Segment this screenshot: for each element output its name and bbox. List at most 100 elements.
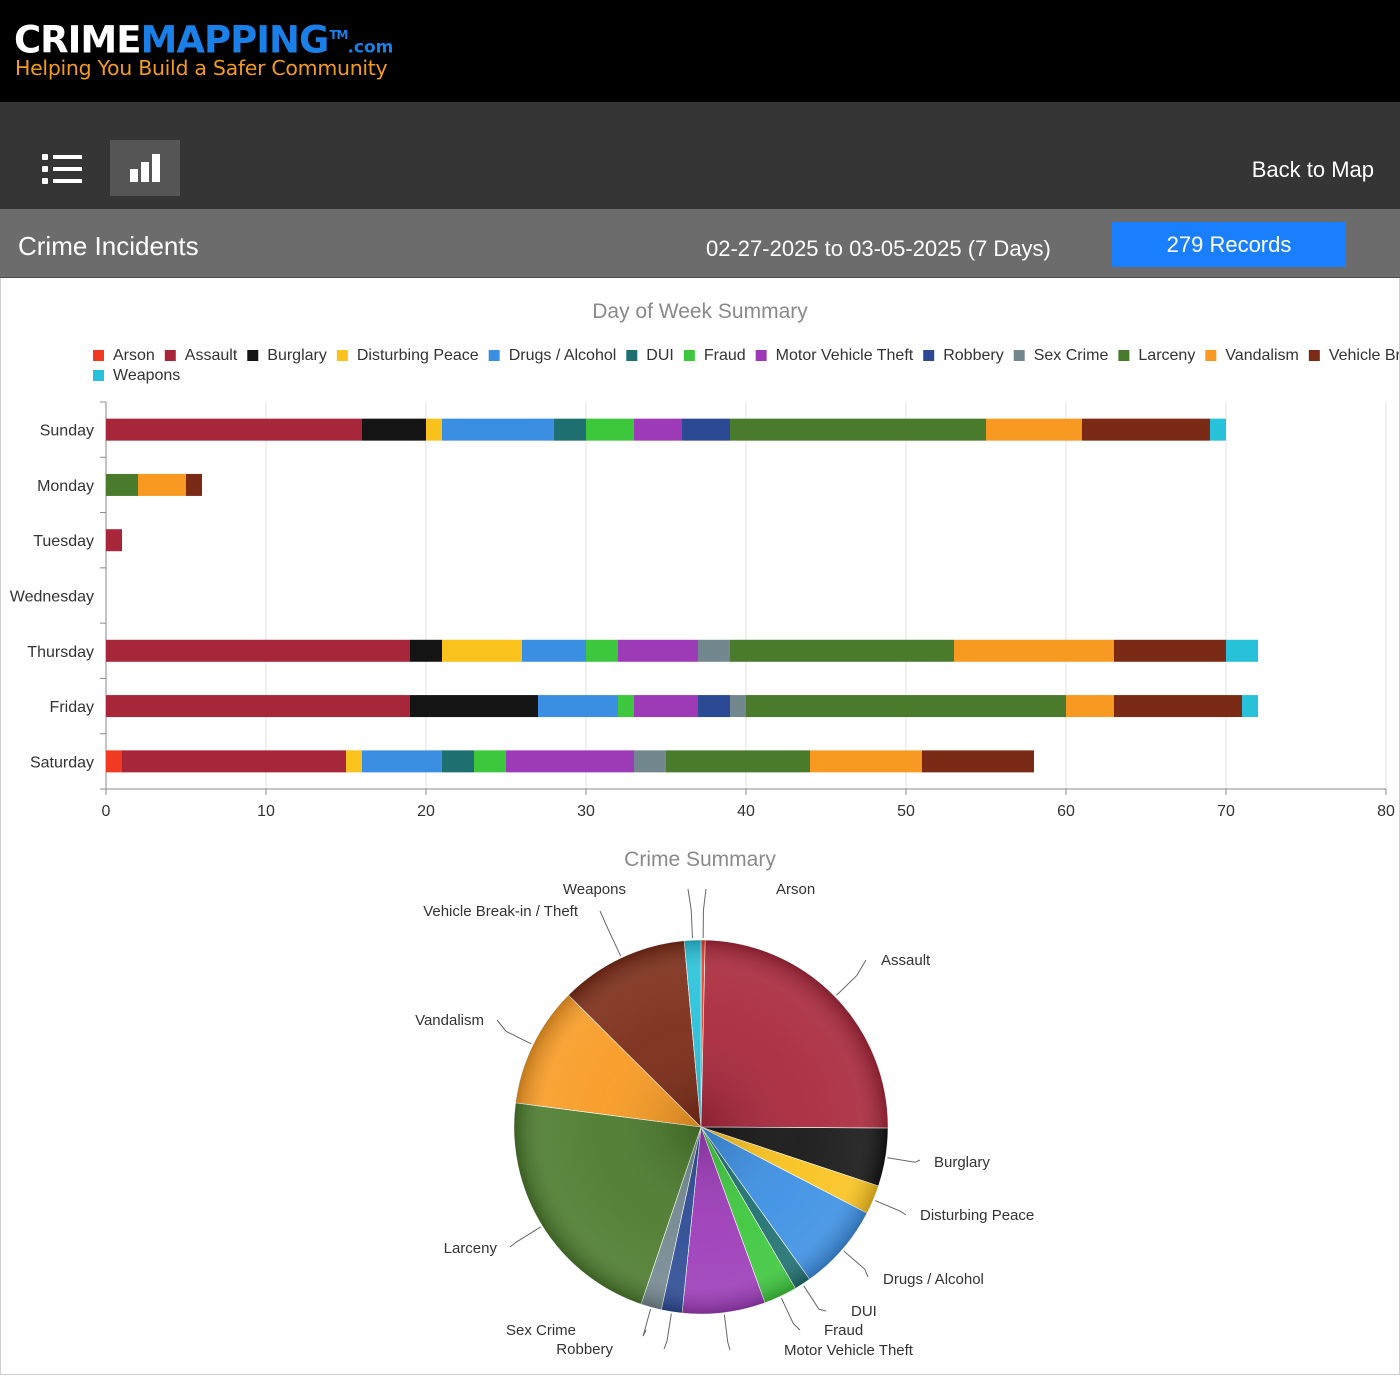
bar-saturday-fraud (474, 750, 506, 773)
pie-label-vandalism: Vandalism (415, 1012, 484, 1029)
bar-friday-weapons (1242, 695, 1258, 718)
bar-sunday-disturbing-peace (426, 418, 442, 441)
x-tick-label: 30 (577, 803, 595, 820)
logo-trademark: TM (329, 28, 348, 42)
pie-label-sex-crime: Sex Crime (506, 1322, 576, 1339)
bar-sunday-larceny (730, 418, 986, 441)
legend-item-assault: Assault (164, 347, 238, 364)
bar-saturday-assault (122, 750, 346, 773)
bar-saturday-drugs-alcohol (362, 750, 442, 773)
bar-sunday-burglary (362, 418, 426, 441)
connector-dui (803, 1285, 827, 1312)
bar-saturday-motor-vehicle-theft (506, 750, 634, 773)
legend-label: Burglary (267, 347, 327, 364)
bar-friday-vehicle-break-in-theft (1114, 695, 1242, 718)
legend-label: Sex Crime (1034, 347, 1109, 364)
bar-saturday-sex-crime (634, 750, 666, 773)
legend-label: Larceny (1138, 347, 1195, 364)
connector-disturbing-peace (874, 1200, 907, 1216)
back-to-map-link[interactable]: Back to Map (1251, 157, 1374, 182)
legend-swatch (488, 350, 500, 361)
legend-label: Weapons (113, 367, 180, 384)
bar-chart-title: Day of Week Summary (592, 300, 808, 323)
list-view-button[interactable] (28, 141, 96, 197)
bar-thursday-vehicle-break-in-theft (1114, 639, 1226, 662)
bar-thursday-vandalism (954, 639, 1114, 662)
bar-monday-larceny (106, 473, 138, 496)
legend-swatch (923, 350, 935, 361)
bar-monday-vehicle-break-in-theft (186, 473, 202, 496)
logo-tagline: Helping You Build a Safer Community (15, 56, 388, 80)
legend-swatch (336, 350, 348, 361)
bar-sunday-drugs-alcohol (442, 418, 554, 441)
bar-friday-robbery (698, 695, 730, 718)
bar-friday-fraud (618, 695, 634, 718)
pie-label-drugs-alcohol: Drugs / Alcohol (883, 1271, 984, 1288)
pie-label-arson: Arson (776, 881, 815, 898)
logo-com-text: .com (347, 37, 394, 58)
legend-label: Assault (185, 347, 238, 364)
records-count-button[interactable]: 279 Records (1112, 222, 1346, 267)
bar-saturday-larceny (666, 750, 810, 773)
bar-friday-motor-vehicle-theft (634, 695, 698, 718)
x-tick-label: 10 (257, 803, 275, 820)
bar-thursday-weapons (1226, 639, 1258, 662)
pie-label-fraud: Fraud (824, 1322, 863, 1339)
legend-label: DUI (646, 347, 674, 364)
x-tick-label: 0 (102, 803, 111, 820)
bar-friday-drugs-alcohol (538, 695, 618, 718)
y-tick-label-tuesday: Tuesday (33, 533, 94, 550)
pie-label-disturbing-peace: Disturbing Peace (920, 1207, 1034, 1224)
connector-weapons (687, 888, 693, 939)
legend-item-fraud: Fraud (683, 347, 746, 364)
bar-sunday-weapons (1210, 418, 1226, 441)
legend-swatch (93, 350, 104, 361)
y-tick-label-monday: Monday (37, 478, 94, 495)
legend-item-larceny: Larceny (1118, 347, 1195, 364)
logo-crime-text: CRIME (14, 18, 142, 62)
legend-item-disturbing-peace: Disturbing Peace (336, 347, 479, 364)
x-tick-label: 80 (1377, 803, 1395, 820)
legend-swatch (1205, 350, 1217, 361)
legend-label: Vandalism (1225, 347, 1299, 364)
pie-label-weapons: Weapons (563, 881, 626, 898)
logo-mapping-text: MAPPING (140, 18, 330, 62)
bar-thursday-drugs-alcohol (522, 639, 586, 662)
bar-thursday-burglary (410, 639, 442, 662)
pie-label-robbery: Robbery (556, 1341, 613, 1358)
x-tick-label: 20 (417, 803, 435, 820)
legend-label: Arson (113, 347, 155, 364)
legend-label: Drugs / Alcohol (509, 347, 617, 364)
legend-swatch (247, 350, 259, 361)
bar-thursday-fraud (586, 639, 618, 662)
site-header: CRIMEMAPPINGTM.com Helping You Build a S… (0, 0, 1400, 102)
bar-sunday-motor-vehicle-theft (634, 418, 682, 441)
legend-label: Vehicle Break-in / Theft (1329, 347, 1400, 364)
pie-label-assault: Assault (881, 952, 931, 969)
bar-thursday-disturbing-peace (442, 639, 522, 662)
chart-view-button[interactable] (110, 140, 180, 196)
legend-item-vehicle-break-in-theft: Vehicle Break-in / Theft (1308, 347, 1400, 364)
connector-vandalism (496, 1019, 532, 1045)
connector-fraud (780, 1297, 801, 1331)
y-tick-label-wednesday: Wednesday (10, 589, 94, 606)
legend-swatch (93, 370, 104, 381)
day-of-week-chart: Day of Week Summary Arson Assault Burglary D… (10, 300, 1400, 820)
pie-label-larceny: Larceny (444, 1240, 498, 1257)
crimemapping-logo[interactable]: CRIMEMAPPINGTM.com (14, 12, 393, 70)
bar-thursday-motor-vehicle-theft (618, 639, 698, 662)
y-tick-label-thursday: Thursday (27, 644, 94, 661)
bar-saturday-vehicle-break-in-theft (922, 750, 1034, 773)
legend-item-vandalism: Vandalism (1205, 347, 1299, 364)
bar-thursday-larceny (730, 639, 954, 662)
y-tick-label-saturday: Saturday (30, 754, 94, 771)
bar-tuesday-assault (106, 529, 122, 552)
legend-swatch (755, 350, 767, 361)
connector-burglary (887, 1157, 921, 1163)
x-tick-label: 70 (1217, 803, 1235, 820)
pie-label-dui: DUI (851, 1303, 877, 1320)
legend-item-motor-vehicle-theft: Motor Vehicle Theft (755, 347, 914, 364)
legend-item-arson: Arson (93, 347, 155, 364)
bar-sunday-robbery (682, 418, 730, 441)
